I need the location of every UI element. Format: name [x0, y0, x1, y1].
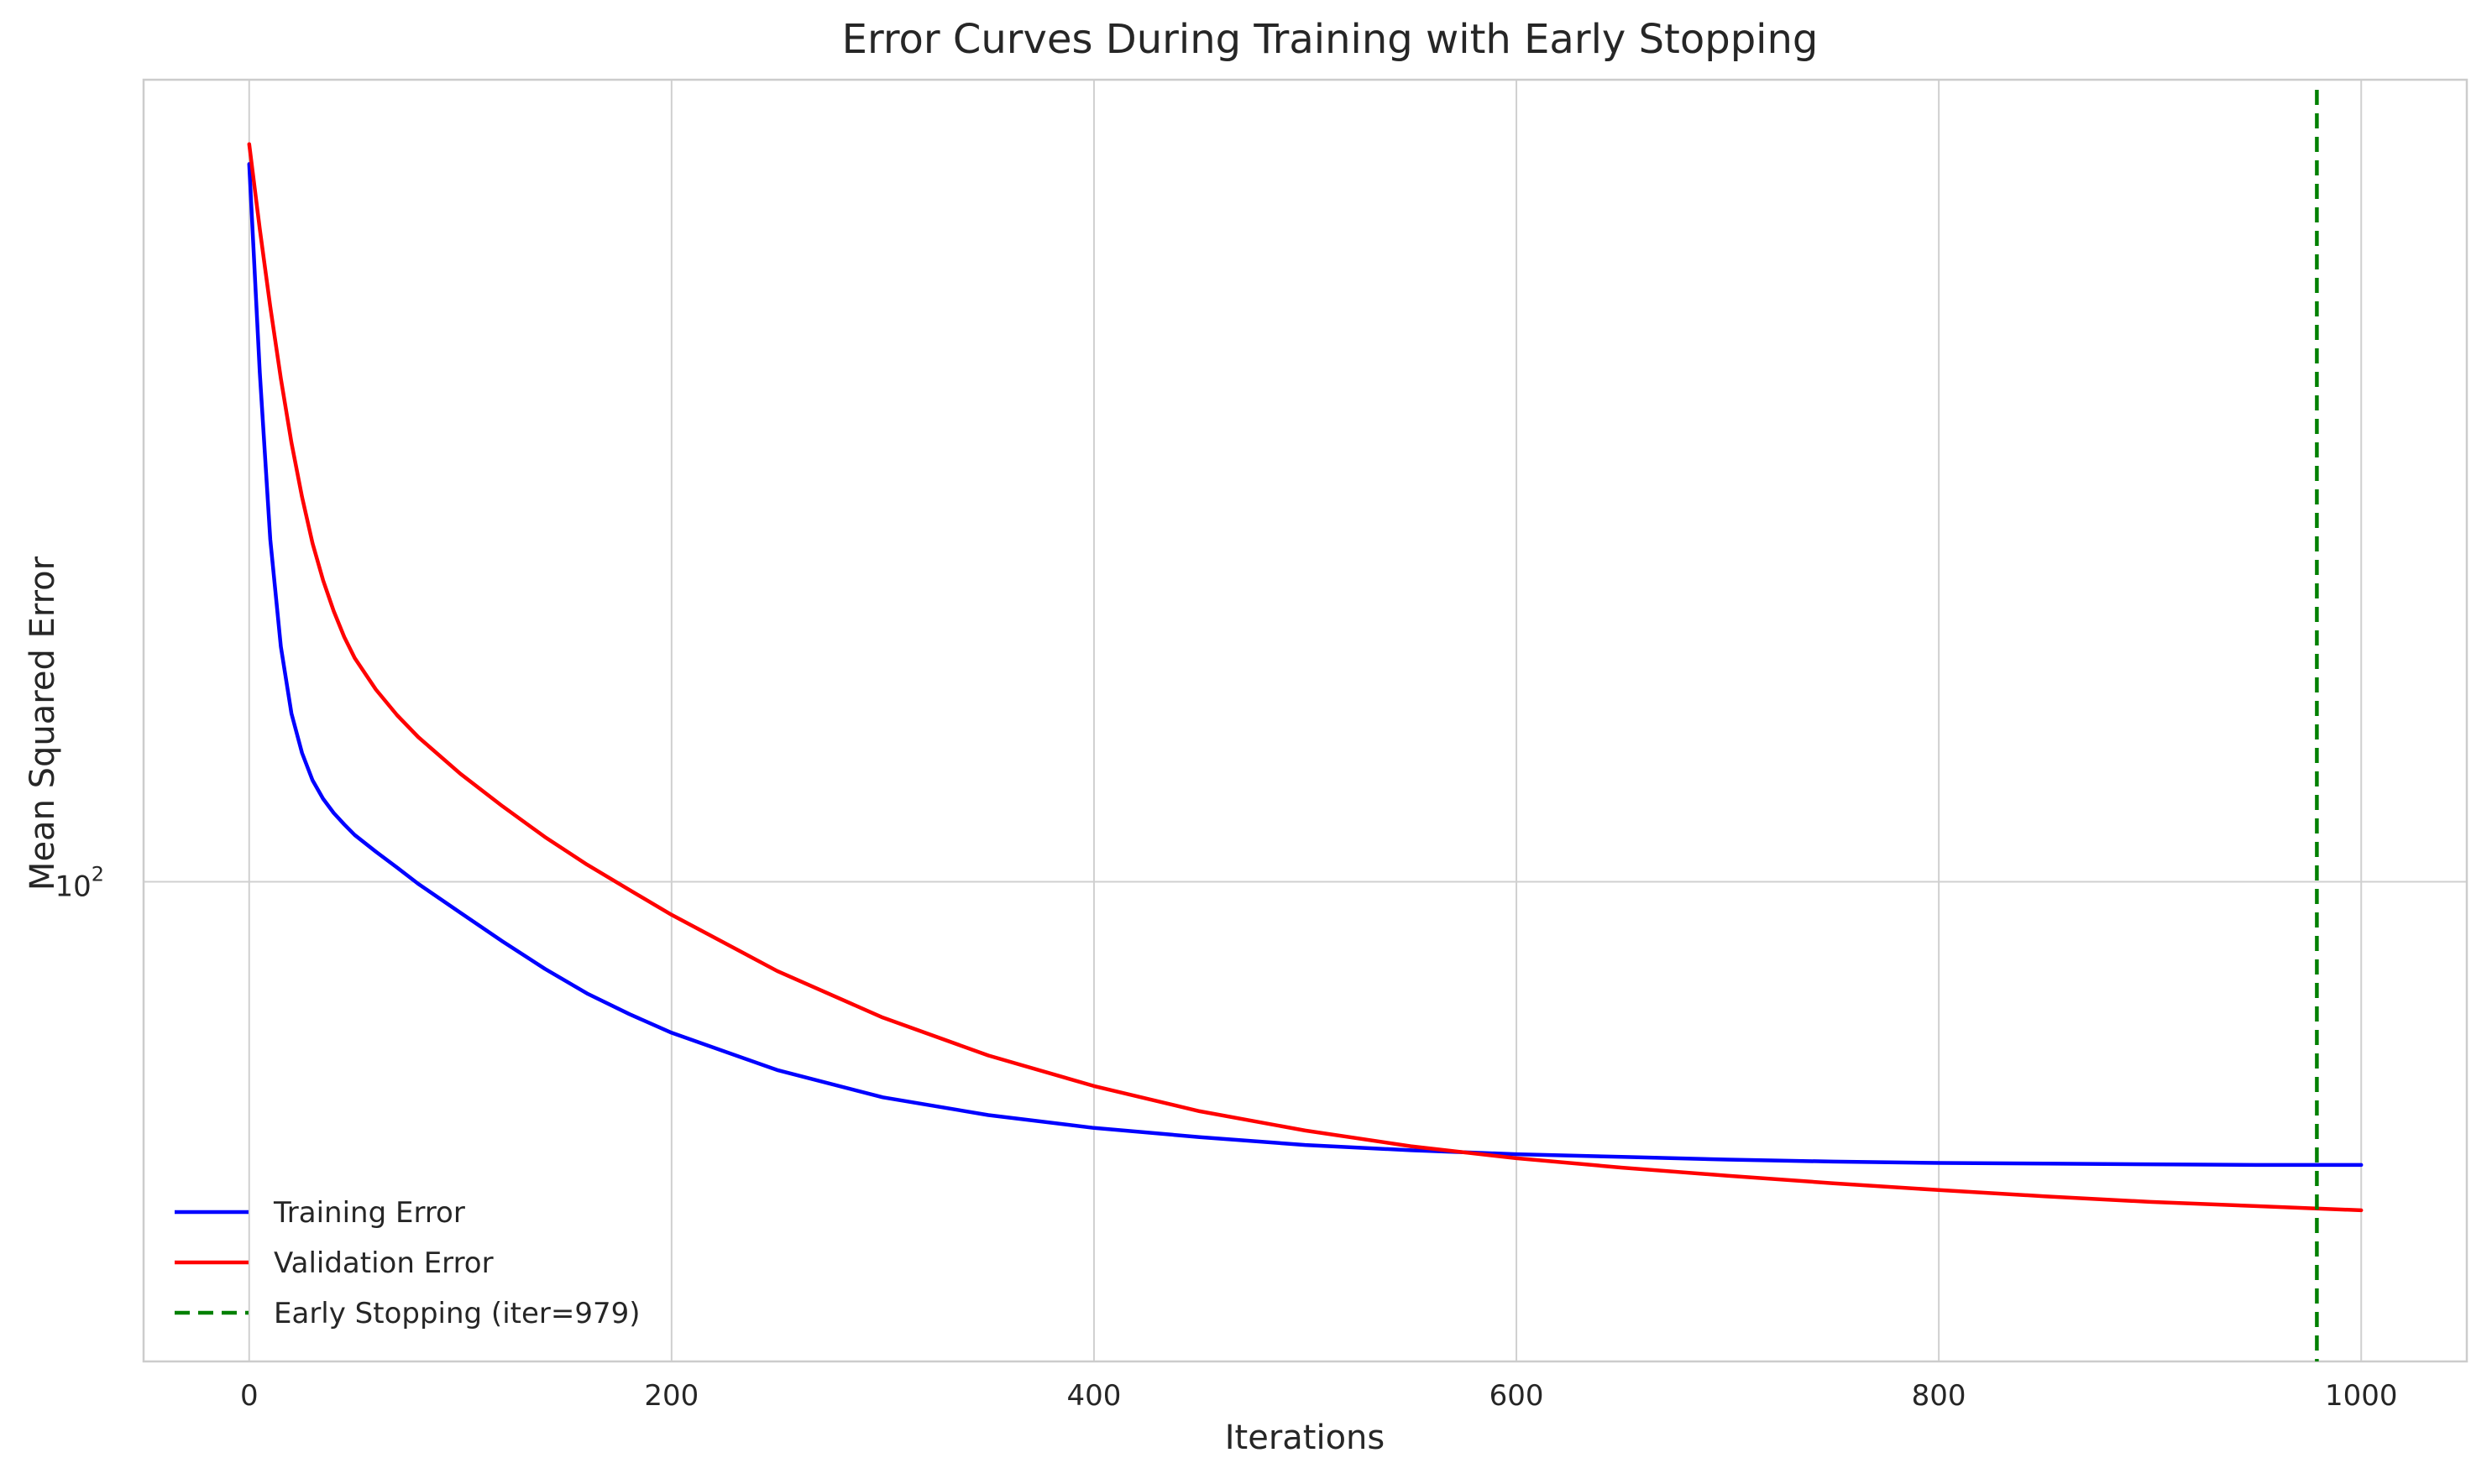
grid-layer [144, 80, 2467, 1361]
chart-title: Error Curves During Training with Early … [842, 16, 1819, 63]
y-tick-label: 102 [55, 862, 104, 903]
training-error-line [247, 162, 2364, 1168]
y-tick-label-exponent: 2 [92, 862, 104, 886]
x-axis-label: Iterations [1225, 1419, 1385, 1457]
y-tick-label-base: 10 [55, 870, 91, 903]
x-tick-label: 800 [1912, 1379, 1966, 1413]
x-tick-label: 200 [644, 1379, 699, 1413]
x-tick-label: 400 [1067, 1379, 1122, 1413]
x-tick-label: 0 [240, 1379, 259, 1413]
legend-item: Training Error [175, 1196, 465, 1230]
legend-label: Validation Error [274, 1246, 494, 1280]
x-tick-label: 600 [1489, 1379, 1544, 1413]
legend-label: Early Stopping (iter=979) [274, 1297, 641, 1330]
legend-layer: Training Error Validation Error Early Stop… [175, 1196, 641, 1330]
axes-layer: 0 200 400 600 800 1000 102 [55, 78, 2468, 1413]
legend-label: Training Error [273, 1196, 465, 1230]
x-tick-label: 1000 [2325, 1379, 2398, 1413]
legend-item: Early Stopping (iter=979) [175, 1297, 641, 1330]
plot-frame [142, 78, 2468, 1363]
y-axis-label: Mean Squared Error [24, 556, 62, 891]
validation-error-line [247, 142, 2364, 1213]
legend-item: Validation Error [175, 1246, 494, 1280]
series-layer [247, 90, 2364, 1361]
